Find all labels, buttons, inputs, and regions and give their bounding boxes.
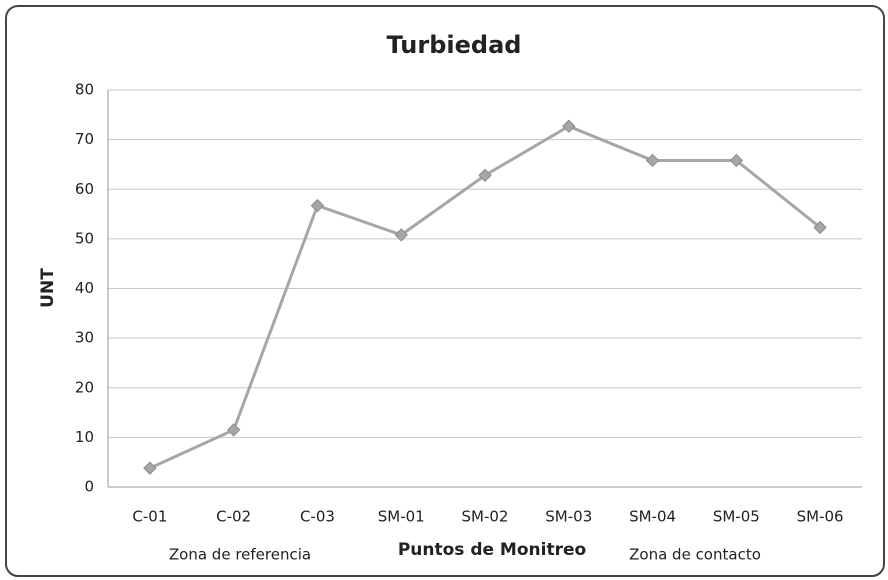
marker [143, 461, 157, 475]
marker [310, 198, 325, 213]
y-tick-label: 70 [75, 130, 94, 148]
x-axis-label: Puntos de Monitreo [398, 540, 586, 560]
x-tick-label: SM-05 [713, 508, 760, 526]
x-tick-label: SM-02 [462, 508, 509, 526]
x-tick-label: C-01 [132, 508, 167, 526]
x-tick-label: SM-01 [378, 508, 425, 526]
y-tick-label: 20 [75, 378, 94, 396]
marker [226, 423, 241, 437]
y-tick-label: 80 [75, 81, 94, 99]
x-tick-label: C-03 [300, 508, 335, 526]
x-tick-label: SM-06 [797, 508, 844, 526]
x-tick-label: SM-03 [545, 508, 592, 526]
y-axis-label: UNT [38, 268, 58, 308]
chart-title: Turbiedad [387, 31, 522, 59]
y-tick-label: 30 [75, 329, 94, 347]
annotation: Zona de referencia [169, 546, 311, 564]
annotation: Zona de contacto [629, 546, 761, 564]
chart-frame [5, 5, 885, 577]
marker [478, 168, 492, 183]
y-tick-label: 50 [75, 229, 94, 247]
y-tick-label: 60 [75, 180, 94, 198]
y-tick-label: 10 [75, 428, 94, 446]
y-tick-label: 0 [84, 478, 94, 496]
marker [813, 220, 827, 235]
marker [729, 153, 744, 168]
x-tick-label: SM-04 [629, 508, 676, 526]
x-tick-label: C-02 [216, 508, 251, 526]
y-tick-label: 40 [75, 279, 94, 297]
marker [394, 228, 408, 242]
marker [562, 119, 576, 133]
marker [645, 153, 660, 168]
